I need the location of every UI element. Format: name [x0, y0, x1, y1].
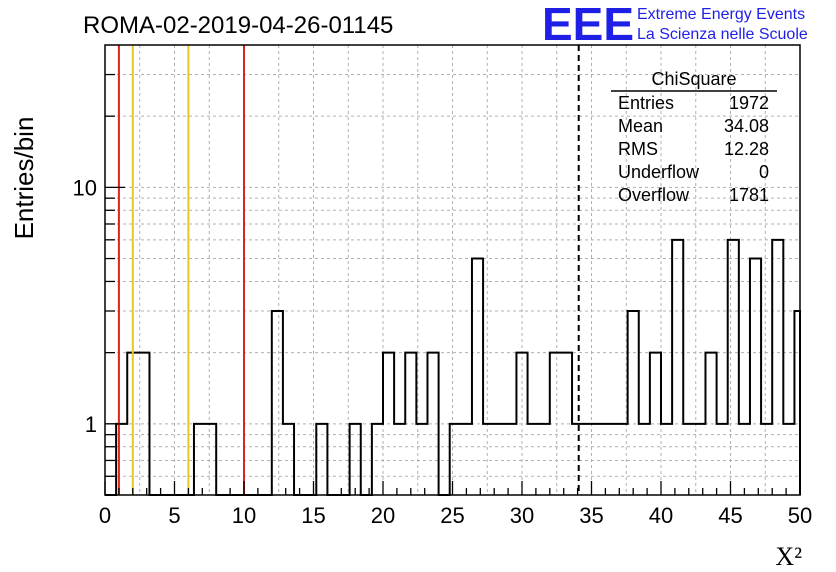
stats-row-label: Entries [618, 93, 674, 113]
stats-row-value: 12.28 [724, 139, 769, 159]
stats-box: ChiSquare Entries 1972 Mean 34.08 RMS 12.28 Un… [611, 69, 777, 205]
x-tick-label: 25 [440, 503, 464, 528]
reference-lines [117, 45, 580, 495]
x-tick-label: 30 [510, 503, 534, 528]
stats-rows: Entries 1972 Mean 34.08 RMS 12.28 Underflow 0 Ov… [618, 93, 769, 205]
histogram [105, 238, 801, 496]
logo-mark: EEE [542, 0, 634, 50]
x-tick-label: 10 [232, 503, 256, 528]
x-tick-label: 35 [579, 503, 603, 528]
logo-line-1: Extreme Energy Events [637, 6, 805, 23]
x-axis-label: X² [775, 542, 802, 571]
logo-line-2: La Scienza nelle Scuole [637, 26, 808, 43]
histogram-bin [472, 259, 483, 495]
stats-row-label: Mean [618, 116, 663, 136]
grid [105, 45, 800, 495]
y-axis-label: Entries/bin [9, 117, 39, 240]
x-axis: 0 5 10 15 20 25 30 35 40 45 50 [99, 481, 812, 528]
histogram-bin [672, 240, 683, 495]
histogram-bin [750, 259, 761, 495]
chart-title: ROMA-02-2019-04-26-01145 [83, 12, 393, 39]
histogram-bin [628, 311, 639, 495]
stats-row-value: 1781 [729, 185, 769, 205]
stats-row-label: Underflow [618, 162, 700, 182]
x-tick-label: 5 [168, 503, 180, 528]
y-tick-label: 10 [73, 175, 97, 200]
x-tick-label: 15 [301, 503, 325, 528]
x-tick-label: 40 [649, 503, 673, 528]
x-tick-label: 0 [99, 503, 111, 528]
stats-row-label: RMS [618, 139, 658, 159]
histogram-bin [728, 240, 739, 495]
x-tick-label: 50 [788, 503, 812, 528]
stats-row-label: Overflow [618, 185, 690, 205]
histogram-outline [105, 238, 801, 496]
x-tick-label: 45 [718, 503, 742, 528]
stats-row-value: 34.08 [724, 116, 769, 136]
x-tick-label: 20 [371, 503, 395, 528]
stats-title: ChiSquare [651, 69, 736, 89]
stats-row-value: 1972 [729, 93, 769, 113]
stats-row-value: 0 [759, 162, 769, 182]
y-axis: 1 10 [73, 73, 125, 477]
logo: EEE Extreme Energy Events La Scienza nel… [542, 0, 808, 50]
histogram-bin [772, 240, 783, 495]
y-tick-label: 1 [85, 412, 97, 437]
histogram-bin [272, 311, 283, 495]
